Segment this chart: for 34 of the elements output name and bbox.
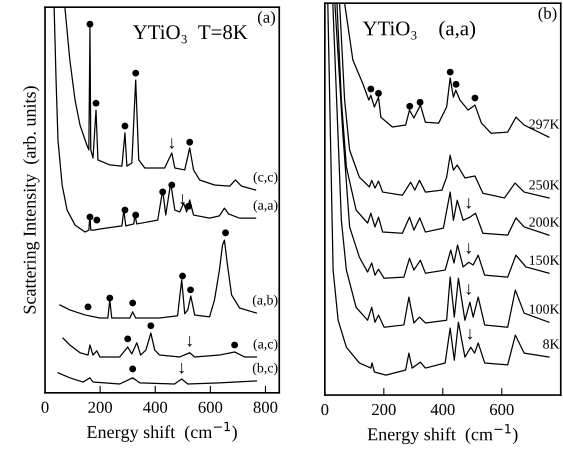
series-label: 250K [529,180,560,190]
annotation: ↓ [466,198,471,209]
x-tick-label: 200 [372,404,396,416]
series-label: (b,c) [252,362,278,376]
series-label: (a,a) [254,200,278,213]
x-tick-label: 600 [198,402,222,413]
series-label: 200K [529,217,560,227]
x-tick-label: 400 [143,402,168,413]
annotation: (b) [538,7,556,22]
x-tick-label: 200 [88,402,112,413]
text: YTiO₃ T=8K [132,25,248,44]
y-axis-title: Scattering Intensity (arb. units) [23,86,40,314]
annotation: ↓ [466,284,471,295]
text: YTiO₃ (a,a) [362,20,476,40]
x-tick-label: 400 [430,404,455,416]
series-label: (a,b) [252,294,278,308]
x-tick-label: 600 [490,404,514,416]
x-tick-label: 0 [321,404,328,416]
x-tick-label: 800 [254,402,278,413]
series-label: 150K [530,255,560,265]
series-label: 8K [543,339,560,349]
x-tick-label: 0 [42,402,49,413]
annotation: ↓ [180,363,184,374]
annotation: ↓ [170,138,174,149]
x-axis-title: Energy shift (cm$^{−1}$) [368,424,518,444]
annotation: ↓ [188,336,192,347]
series-label: (c,c) [254,172,278,184]
x-axis-title: Energy shift (cm$^{−1}$) [87,422,237,442]
annotation: ↓ [468,328,472,340]
series-label: (a,c) [254,338,278,352]
series-label: 100K [530,304,560,314]
series-label: 297K [529,119,560,129]
annotation: ↓ [466,243,471,254]
annotation: (a) [258,11,276,26]
